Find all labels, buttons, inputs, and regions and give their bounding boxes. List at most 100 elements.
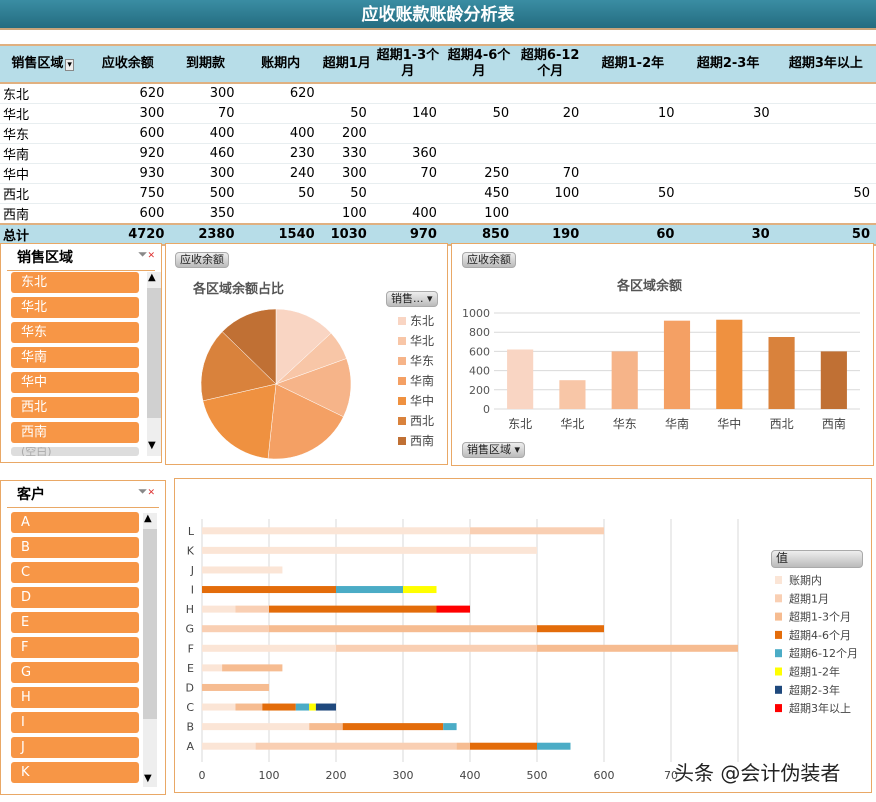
table-cell[interactable]: [240, 103, 321, 124]
column-header[interactable]: 超期4-6个月: [442, 44, 516, 84]
bar-segment[interactable]: [202, 546, 537, 554]
bar-segment[interactable]: [470, 742, 537, 750]
table-cell[interactable]: 100: [320, 203, 373, 225]
slicer-item[interactable]: K: [11, 762, 139, 783]
legend-title-button[interactable]: 值: [771, 550, 863, 568]
slicer-item[interactable]: A: [11, 512, 139, 533]
table-cell[interactable]: [680, 183, 776, 204]
table-cell[interactable]: [775, 83, 876, 104]
table-cell[interactable]: 华中: [0, 163, 86, 184]
bar-segment[interactable]: [336, 644, 537, 652]
bar-segment[interactable]: [202, 742, 256, 750]
table-cell[interactable]: [585, 143, 681, 164]
table-cell[interactable]: [775, 203, 876, 225]
table-cell[interactable]: 30: [680, 103, 776, 124]
table-cell[interactable]: 600: [85, 123, 171, 144]
column-header[interactable]: 超期1-3个月: [372, 44, 443, 84]
table-cell[interactable]: [775, 163, 876, 184]
table-cell[interactable]: [680, 143, 776, 164]
pie-slice[interactable]: [202, 383, 277, 459]
bar-segment[interactable]: [202, 527, 470, 535]
slicer-item[interactable]: B: [11, 537, 139, 558]
table-cell[interactable]: 200: [320, 123, 373, 144]
table-cell[interactable]: 600: [85, 203, 171, 225]
bar-segment[interactable]: [202, 723, 310, 731]
table-cell[interactable]: 西南: [0, 203, 86, 225]
table-cell[interactable]: 400: [240, 123, 321, 144]
table-cell[interactable]: 400: [372, 203, 443, 225]
column-header[interactable]: 超期1月: [320, 44, 373, 84]
bar-segment[interactable]: [537, 742, 571, 750]
table-cell[interactable]: 460: [170, 143, 241, 164]
total-cell[interactable]: 总计: [0, 223, 86, 246]
slicer-item[interactable]: H: [11, 687, 139, 708]
total-cell[interactable]: 50: [775, 223, 876, 246]
table-cell[interactable]: 920: [85, 143, 171, 164]
slicer-item[interactable]: 华北: [11, 297, 139, 318]
bar-segment[interactable]: [309, 703, 316, 711]
total-cell[interactable]: 850: [442, 223, 516, 246]
table-cell[interactable]: [775, 123, 876, 144]
table-cell[interactable]: [372, 183, 443, 204]
column-header[interactable]: 销售区域 ▾: [0, 44, 86, 84]
table-cell[interactable]: 华东: [0, 123, 86, 144]
bar[interactable]: [820, 351, 847, 409]
bar-segment[interactable]: [336, 586, 403, 594]
bar-segment[interactable]: [342, 723, 444, 731]
bar[interactable]: [559, 380, 586, 409]
bar-segment[interactable]: [202, 644, 336, 652]
bar-segment[interactable]: [202, 703, 236, 711]
slicer-item[interactable]: 华东: [11, 322, 139, 343]
table-cell[interactable]: [585, 83, 681, 104]
column-header[interactable]: 超期2-3年: [680, 44, 776, 84]
total-cell[interactable]: 30: [680, 223, 776, 246]
pie-slice[interactable]: [275, 358, 352, 418]
table-cell[interactable]: [680, 123, 776, 144]
table-cell[interactable]: [240, 203, 321, 225]
bar-segment[interactable]: [202, 664, 223, 672]
bar-segment[interactable]: [537, 625, 604, 633]
filter-dropdown-icon[interactable]: ▾: [65, 58, 74, 71]
table-cell[interactable]: 300: [170, 83, 241, 104]
slicer-item[interactable]: 西南: [11, 422, 139, 443]
table-cell[interactable]: 20: [515, 103, 586, 124]
table-cell[interactable]: 750: [85, 183, 171, 204]
slicer-item-partial[interactable]: (空白): [11, 447, 139, 456]
column-header[interactable]: 到期款: [170, 44, 241, 84]
table-cell[interactable]: 300: [85, 103, 171, 124]
table-cell[interactable]: 250: [442, 163, 516, 184]
table-cell[interactable]: 240: [240, 163, 321, 184]
table-cell[interactable]: 50: [320, 183, 373, 204]
table-cell[interactable]: [585, 163, 681, 184]
bar[interactable]: [768, 337, 795, 409]
scroll-down-icon[interactable]: ▼: [148, 440, 156, 451]
bar-segment[interactable]: [202, 566, 283, 574]
table-cell[interactable]: 500: [170, 183, 241, 204]
bar-segment[interactable]: [202, 625, 269, 633]
total-cell[interactable]: 1540: [240, 223, 321, 246]
bar[interactable]: [507, 349, 534, 409]
total-cell[interactable]: 1030: [320, 223, 373, 246]
table-cell[interactable]: 300: [320, 163, 373, 184]
table-cell[interactable]: 930: [85, 163, 171, 184]
table-cell[interactable]: 620: [240, 83, 321, 104]
pie-slice[interactable]: [275, 308, 332, 385]
table-cell[interactable]: 360: [372, 143, 443, 164]
bar-segment[interactable]: [470, 527, 604, 535]
table-cell[interactable]: [585, 203, 681, 225]
table-cell[interactable]: [680, 83, 776, 104]
table-cell[interactable]: 300: [170, 163, 241, 184]
slicer-item[interactable]: 华中: [11, 372, 139, 393]
scrollbar-thumb[interactable]: [143, 529, 157, 719]
bar-segment[interactable]: [235, 703, 263, 711]
bar-segment[interactable]: [403, 586, 437, 594]
table-cell[interactable]: [515, 203, 586, 225]
bar-segment[interactable]: [436, 605, 471, 613]
table-cell[interactable]: [515, 143, 586, 164]
table-cell[interactable]: 230: [240, 143, 321, 164]
table-cell[interactable]: 620: [85, 83, 171, 104]
table-cell[interactable]: 东北: [0, 83, 86, 104]
table-cell[interactable]: [372, 83, 443, 104]
table-cell[interactable]: [442, 83, 516, 104]
pie-slice[interactable]: [221, 308, 277, 385]
